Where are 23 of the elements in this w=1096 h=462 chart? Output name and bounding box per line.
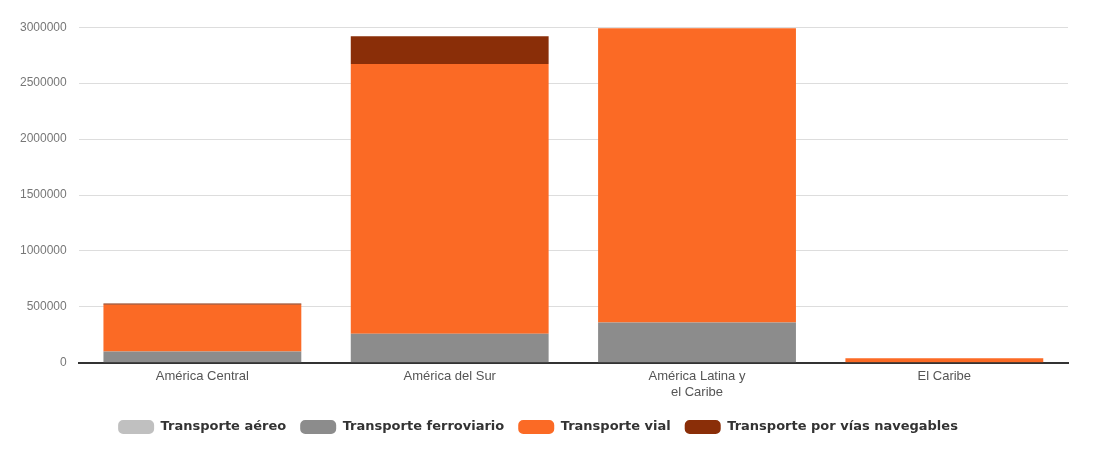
y-tick-label: 1500000 — [20, 187, 68, 202]
y-tick-label: 3000000 — [20, 19, 68, 34]
bar — [103, 304, 302, 352]
x-tick-label: América del Sur — [403, 368, 497, 384]
y-tick-label: 500000 — [26, 299, 68, 314]
bar — [598, 28, 796, 323]
y-tick-label: 2000000 — [20, 131, 68, 146]
bar — [598, 322, 796, 363]
y-tick-label: 2500000 — [20, 75, 68, 90]
bar — [350, 36, 549, 65]
x-tick-label: América Latina y el Caribe — [648, 368, 746, 399]
y-tick-label: 1000000 — [20, 243, 68, 258]
legend-label: Transporte aéreo — [160, 418, 287, 434]
legend-label: Transporte vial — [560, 418, 671, 434]
bar — [350, 64, 549, 334]
x-tick-label: El Caribe — [917, 368, 972, 384]
bar — [103, 351, 302, 363]
x-tick-label: América Central — [155, 368, 250, 384]
y-tick-label: 0 — [60, 355, 68, 370]
bar — [845, 358, 1044, 363]
legend-label: Transporte ferroviario — [342, 418, 505, 434]
bar — [350, 333, 549, 363]
legend-label: Transporte por vías navegables — [727, 418, 959, 434]
